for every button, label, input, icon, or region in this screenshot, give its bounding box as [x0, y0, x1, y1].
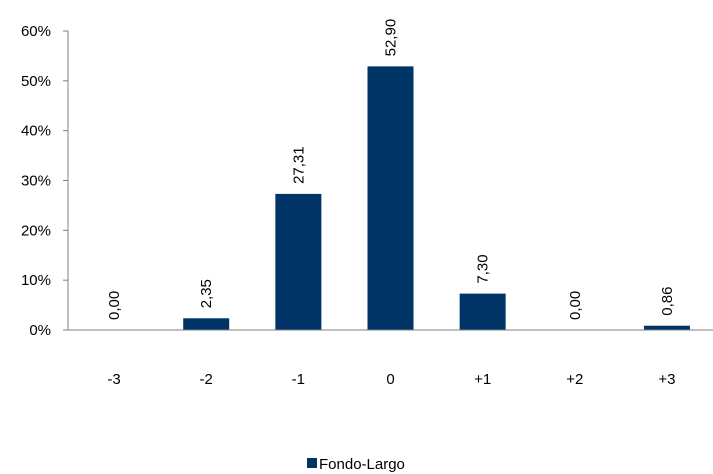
data-label: 0,00: [106, 291, 123, 320]
x-axis-category-labels: -3 -2 -1 0 +1 +2 +3: [107, 371, 675, 388]
data-label: 52,90: [383, 19, 400, 57]
data-label: 0,86: [659, 287, 676, 316]
data-label: 2,35: [198, 279, 215, 308]
x-tick-label: -3: [107, 371, 120, 388]
x-tick-label: +3: [658, 371, 675, 388]
bar: [183, 318, 230, 330]
legend-label: Fondo-Largo: [319, 456, 405, 473]
y-tick-label: 10%: [21, 272, 51, 289]
data-label: 27,31: [290, 146, 307, 184]
bar: [459, 293, 506, 330]
bar: [643, 325, 690, 330]
bar: [367, 66, 414, 331]
x-tick-label: +2: [566, 371, 583, 388]
y-tick-label: 50%: [21, 73, 51, 90]
y-tick-label: 60%: [21, 23, 51, 40]
y-axis-ticks: 0% 10% 20% 30% 40% 50% 60%: [21, 23, 68, 339]
x-tick-label: -2: [200, 371, 213, 388]
x-tick-label: 0: [386, 371, 394, 388]
x-tick-label: -1: [292, 371, 305, 388]
data-label: 7,30: [475, 254, 492, 283]
y-tick-label: 20%: [21, 222, 51, 239]
bar: [275, 193, 322, 330]
y-tick-label: 0%: [29, 322, 51, 339]
y-tick-label: 40%: [21, 123, 51, 140]
data-labels: 0,00 2,35 27,31 52,90 7,30 0,00 0,86: [106, 19, 676, 320]
y-tick-label: 30%: [21, 173, 51, 190]
data-label: 0,00: [567, 291, 584, 320]
x-tick-label: +1: [474, 371, 491, 388]
legend-swatch: [307, 458, 317, 468]
bars: [183, 66, 690, 331]
legend: Fondo-Largo: [307, 456, 405, 473]
